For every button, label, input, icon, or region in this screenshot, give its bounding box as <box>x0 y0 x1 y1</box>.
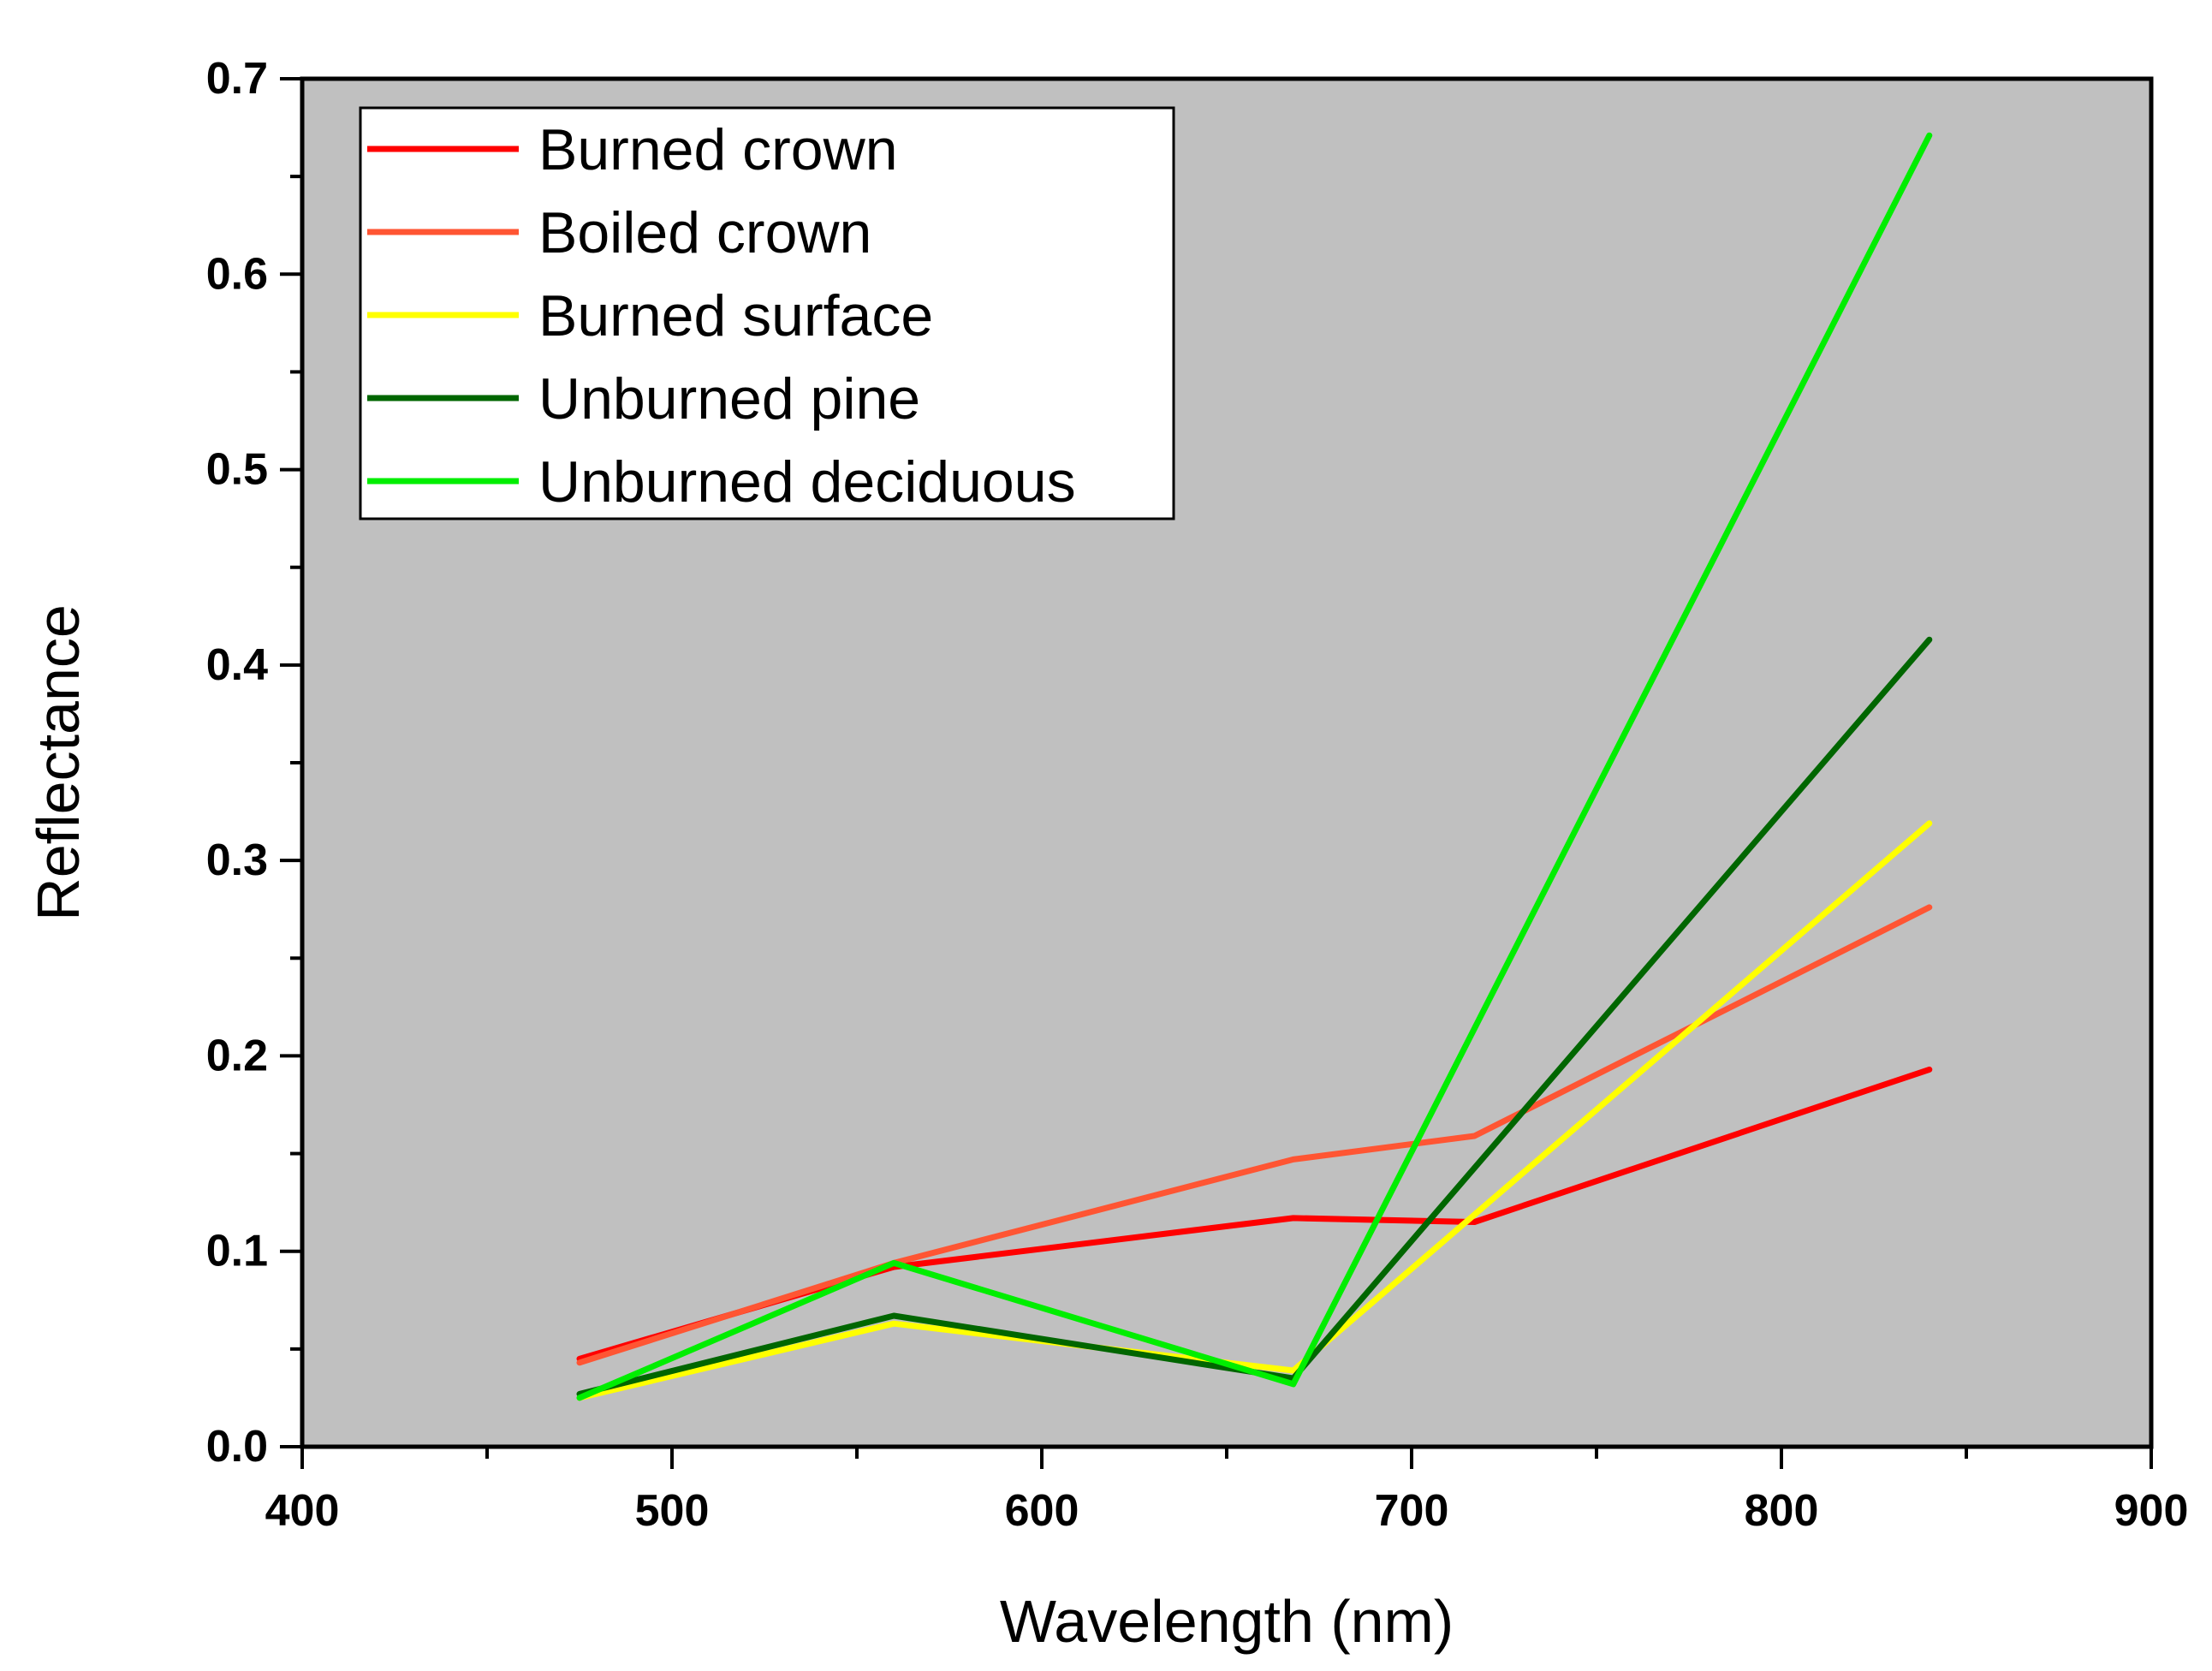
y-tick-label: 0.4 <box>206 640 268 690</box>
legend-label: Burned surface <box>538 283 933 348</box>
legend: Burned crown Boiled crown Burned surface Un… <box>359 106 1175 520</box>
y-tick-label: 0.3 <box>206 836 268 885</box>
x-axis-title: Wavelength (nm) <box>1000 1588 1454 1655</box>
series-line-boiled-crown <box>576 904 1933 1366</box>
x-tick-label: 800 <box>1745 1486 1819 1536</box>
x-tick-label: 900 <box>2114 1486 2189 1536</box>
x-axis: 400 500 600 700 800 900 <box>265 1447 2189 1536</box>
legend-box <box>359 106 1175 520</box>
legend-label: Boiled crown <box>538 200 871 265</box>
y-axis-title: Reflectance <box>25 604 92 921</box>
legend-label: Burned crown <box>538 117 898 182</box>
y-tick-label: 0.2 <box>206 1031 268 1080</box>
y-tick-label: 0.7 <box>206 54 268 104</box>
x-tick-label: 600 <box>1005 1486 1079 1536</box>
legend-label: Unburned pine <box>538 366 920 431</box>
series-line-unburned-deciduous <box>576 132 1933 1401</box>
y-tick-label: 0.1 <box>206 1227 268 1276</box>
x-tick-label: 700 <box>1375 1486 1449 1536</box>
x-tick-label: 500 <box>635 1486 710 1536</box>
legend-label: Unburned deciduous <box>538 449 1076 514</box>
series-line-unburned-pine <box>576 636 1933 1397</box>
y-axis: 0.0 0.1 0.2 0.3 0.4 0.5 0.6 0.7 <box>206 54 302 1472</box>
y-tick-label: 0.5 <box>206 445 268 495</box>
y-tick-label: 0.6 <box>206 249 268 299</box>
series-layer <box>576 132 1933 1401</box>
x-tick-label: 400 <box>265 1486 340 1536</box>
y-tick-label: 0.0 <box>206 1422 268 1472</box>
